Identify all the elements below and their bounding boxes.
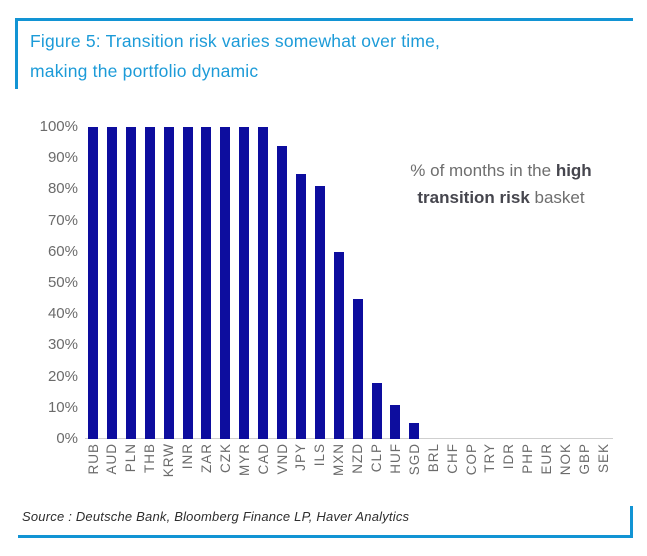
bar-jpy [295,173,306,439]
y-axis-tick-label: 100% [39,118,78,135]
x-axis-label-nok: NOK [558,443,573,476]
bar-pln [125,127,136,439]
figure-title: Figure 5: Transition risk varies somewha… [30,26,600,86]
x-axis-label-zar: ZAR [198,443,214,473]
y-axis-tick-label: 20% [47,367,78,385]
y-axis-tick-label: 10% [47,398,78,416]
bar-rub [88,127,98,439]
x-axis-label-jpy: JPY [293,443,309,471]
y-axis-tick-label: 60% [47,242,78,260]
x-axis-label-try: TRY [482,443,498,473]
x-axis-label-huf: HUF [387,443,403,474]
figure-title-line-2: making the portfolio dynamic [30,61,259,81]
x-axis-label-sek: SEK [595,443,611,474]
x-axis-label-krw: KRW [161,443,177,478]
x-axis-label-rub: RUB [85,443,101,475]
annotation-text: basket [529,188,585,207]
x-axis-label-pln: PLN [123,443,139,473]
x-axis-label-cop: COP [463,443,479,476]
chart-annotation: % of months in the high transition risk … [372,157,630,211]
x-axis-label-eur: EUR [539,443,555,475]
x-axis-label-mxn: MXN [331,443,347,476]
x-axis-label-php: PHP [520,443,536,474]
bar-nzd [352,298,363,439]
x-axis-line [85,438,613,439]
bar-krw [163,127,174,439]
frame-right-border [630,506,633,538]
x-axis-label-cad: CAD [255,443,271,475]
figure-title-line-1: Figure 5: Transition risk varies somewha… [30,31,441,51]
bar-inr [182,127,193,439]
x-axis-label-clp: CLP [369,443,384,473]
x-axis-label-chf: CHF [444,443,460,474]
frame-bottom-border [18,535,633,538]
x-axis-label-ils: ILS [312,443,328,467]
x-axis-label-brl: BRL [425,443,441,473]
y-axis-tick-label: 90% [47,149,78,167]
bar-czk [220,127,231,439]
bar-vnd [277,145,287,439]
frame-top-border [15,18,633,21]
bar-cad [258,127,269,439]
bar-ils [314,186,325,439]
bar-clp [371,382,382,439]
x-axis-label-aud: AUD [104,443,120,475]
bar-zar [201,127,212,439]
bar-huf [390,404,401,439]
x-axis-label-thb: THB [142,443,158,473]
annotation-text: % of months in the [410,161,556,180]
y-axis-tick-label: 50% [47,274,78,291]
x-axis-label-sgd: SGD [406,443,422,476]
x-axis-label-vnd: VND [274,443,290,475]
y-axis-tick-label: 70% [47,211,78,229]
x-axis-label-gbp: GBP [576,443,592,475]
x-axis-label-czk: CZK [217,443,233,473]
y-axis-tick-label: 40% [47,305,78,323]
x-axis-label-idr: IDR [501,443,517,470]
bar-mxn [333,251,344,439]
frame-left-border [15,18,18,89]
bar-thb [144,127,155,439]
y-axis-tick-label: 30% [47,336,78,354]
annotation-bold-text: high transition risk [417,161,592,207]
y-axis-tick-label: 80% [47,180,78,198]
y-axis-tick-label: 0% [56,430,78,447]
source-note: Source : Deutsche Bank, Bloomberg Financ… [22,509,410,524]
bar-sgd [409,423,420,439]
bar-aud [106,127,117,439]
x-axis-label-nzd: NZD [350,443,366,474]
x-axis-label-inr: INR [180,443,195,470]
x-axis-label-myr: MYR [236,443,252,476]
bar-myr [239,127,250,439]
